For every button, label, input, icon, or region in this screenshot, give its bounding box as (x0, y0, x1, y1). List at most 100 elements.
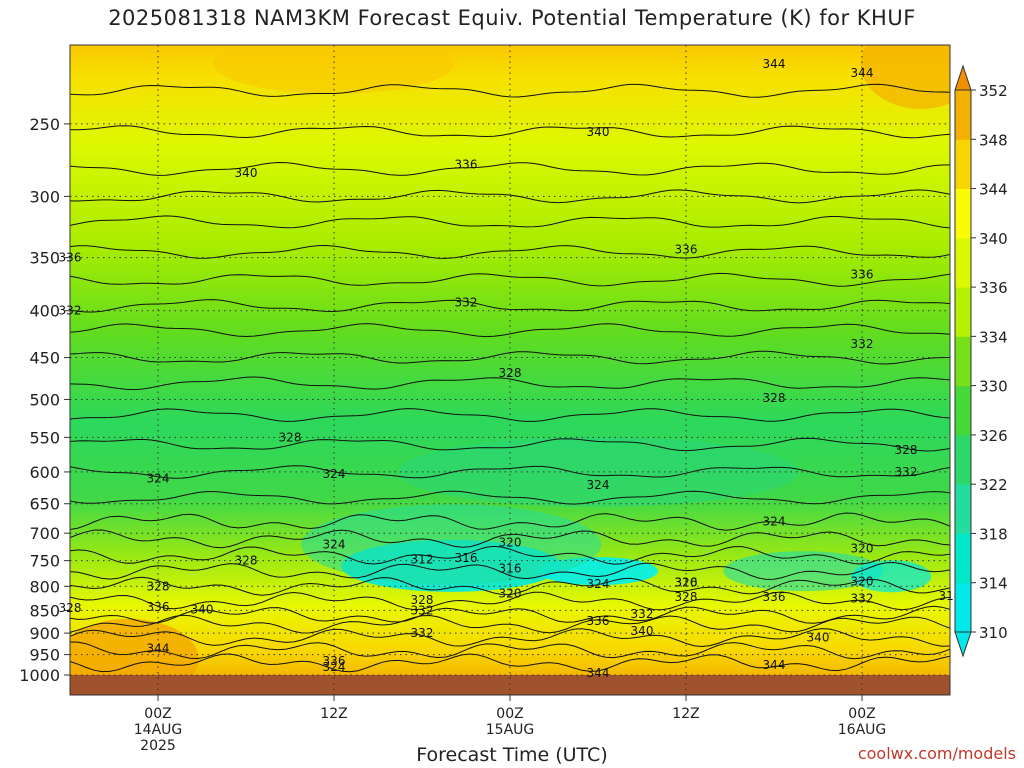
contour-line (70, 641, 950, 660)
plot-area (69, 44, 951, 696)
contour-label: 324 (587, 478, 610, 492)
contour-label: 328 (147, 579, 170, 593)
contour-label: 340 (587, 125, 610, 139)
contour-label: 332 (851, 592, 874, 606)
contour-label: 336 (323, 654, 346, 668)
contour-label: 328 (763, 391, 786, 405)
contour-label: 328 (235, 554, 258, 568)
x-tick-label: 00Z (496, 706, 523, 722)
colorbar-tick-label: 314 (979, 575, 1008, 593)
contour-label: 344 (851, 66, 874, 80)
colorbar-tick-label: 318 (979, 525, 1008, 543)
x-axis-title: Forecast Time (UTC) (416, 744, 608, 766)
contour-label: 332 (895, 465, 918, 479)
contour-label: 316 (455, 551, 478, 565)
contour-label: 328 (59, 601, 82, 615)
x-tick-label: 2025 (140, 738, 176, 754)
contour-line (70, 614, 950, 634)
colorbar-segment (955, 484, 971, 534)
colorbar-segment (955, 385, 971, 436)
y-tick-label: 1000 (19, 666, 60, 685)
contour-label: 320 (499, 587, 522, 601)
y-tick-label: 900 (29, 624, 60, 643)
x-tick-label: 14AUG (134, 722, 183, 738)
contour-label: 324 (763, 515, 786, 529)
x-tick-label: 15AUG (486, 722, 535, 738)
y-tick-label: 450 (29, 349, 60, 368)
contour-label: 328 (675, 590, 698, 604)
contour-label: 344 (763, 57, 786, 71)
contour-label: 344 (587, 666, 610, 680)
x-tick-label: 00Z (848, 706, 875, 722)
contour-label: 332 (851, 337, 874, 351)
contour-label: 316 (499, 562, 522, 576)
contour-line (70, 83, 950, 98)
contour-label: 336 (763, 590, 786, 604)
colorbar-tick-label: 326 (979, 427, 1008, 445)
contour-label: 320 (675, 575, 698, 589)
colorbar-tick-label: 348 (979, 131, 1008, 149)
colorbar: 310 314 318 322 326 330 334 336 340 344 348 352 (954, 64, 1008, 658)
y-tick-label: 300 (29, 187, 60, 206)
ground-surface (70, 675, 950, 695)
y-tick-label: 350 (29, 249, 60, 268)
contour-label: 336 (675, 243, 698, 257)
contour-label: 336 (587, 614, 610, 628)
contour-label: 316 (675, 575, 698, 589)
colorbar-tick-label: 330 (979, 378, 1008, 396)
color-region (70, 618, 199, 675)
contour-label: 332 (59, 304, 82, 318)
contour-line (70, 161, 950, 176)
contour-line (70, 529, 950, 549)
contour-line (70, 350, 950, 365)
contour-line (70, 215, 950, 229)
y-tick-label: 850 (29, 601, 60, 620)
color-region (214, 45, 454, 94)
source-credit: coolwx.com/models (857, 744, 1016, 763)
contour-label: 320 (851, 541, 874, 555)
y-axis: 250 300 350 400 450 500 550 600 650 700 750 800 850 9… (19, 115, 70, 685)
contour-label: 332 (411, 603, 434, 617)
y-tick-label: 700 (29, 524, 60, 543)
contour-label: 324 (323, 467, 346, 481)
y-tick-label: 500 (29, 390, 60, 409)
y-tick-label: 950 (29, 646, 60, 665)
colorbar-segment (955, 533, 971, 584)
contour-label: 312 (411, 553, 434, 567)
colorbar-segment (955, 336, 971, 387)
colorbar-segment (955, 287, 971, 337)
contour-label: 328 (895, 443, 918, 457)
colorbar-segment (955, 188, 971, 239)
y-tick-label: 650 (29, 495, 60, 514)
y-tick-label: 400 (29, 302, 60, 321)
colorbar-arrow-bottom (954, 631, 972, 658)
contour-label: 340 (807, 631, 830, 645)
contour-label: 324 (323, 660, 346, 674)
contour-label: 340 (631, 624, 654, 638)
colorbar-segment (955, 434, 971, 485)
contour-line (70, 189, 950, 204)
contour-label: 320 (851, 574, 874, 588)
contour-label: 332 (631, 607, 654, 621)
colorbar-segment (955, 139, 971, 190)
contour-line (70, 323, 950, 338)
color-region (851, 560, 932, 593)
contour-label: 332 (411, 626, 434, 640)
x-tick-label: 16AUG (838, 722, 887, 738)
y-tick-label: 800 (29, 577, 60, 596)
colorbar-tick-label: 322 (979, 476, 1008, 494)
y-tick-label: 250 (29, 115, 60, 134)
contour-line (70, 376, 950, 391)
colorbar-tick-label: 310 (979, 624, 1008, 642)
contour-line (70, 653, 950, 673)
contour-label: 336 (147, 600, 170, 614)
contour-label: 336 (455, 158, 478, 172)
colorbar-tick-label: 344 (979, 181, 1008, 199)
colorbar-tick-label: 336 (979, 279, 1008, 297)
x-tick-label: 12Z (672, 706, 699, 722)
contour-label: 340 (191, 602, 214, 616)
contour-label: 328 (279, 430, 302, 444)
contour-label: 344 (147, 641, 170, 655)
contour-label: 336 (851, 267, 874, 281)
